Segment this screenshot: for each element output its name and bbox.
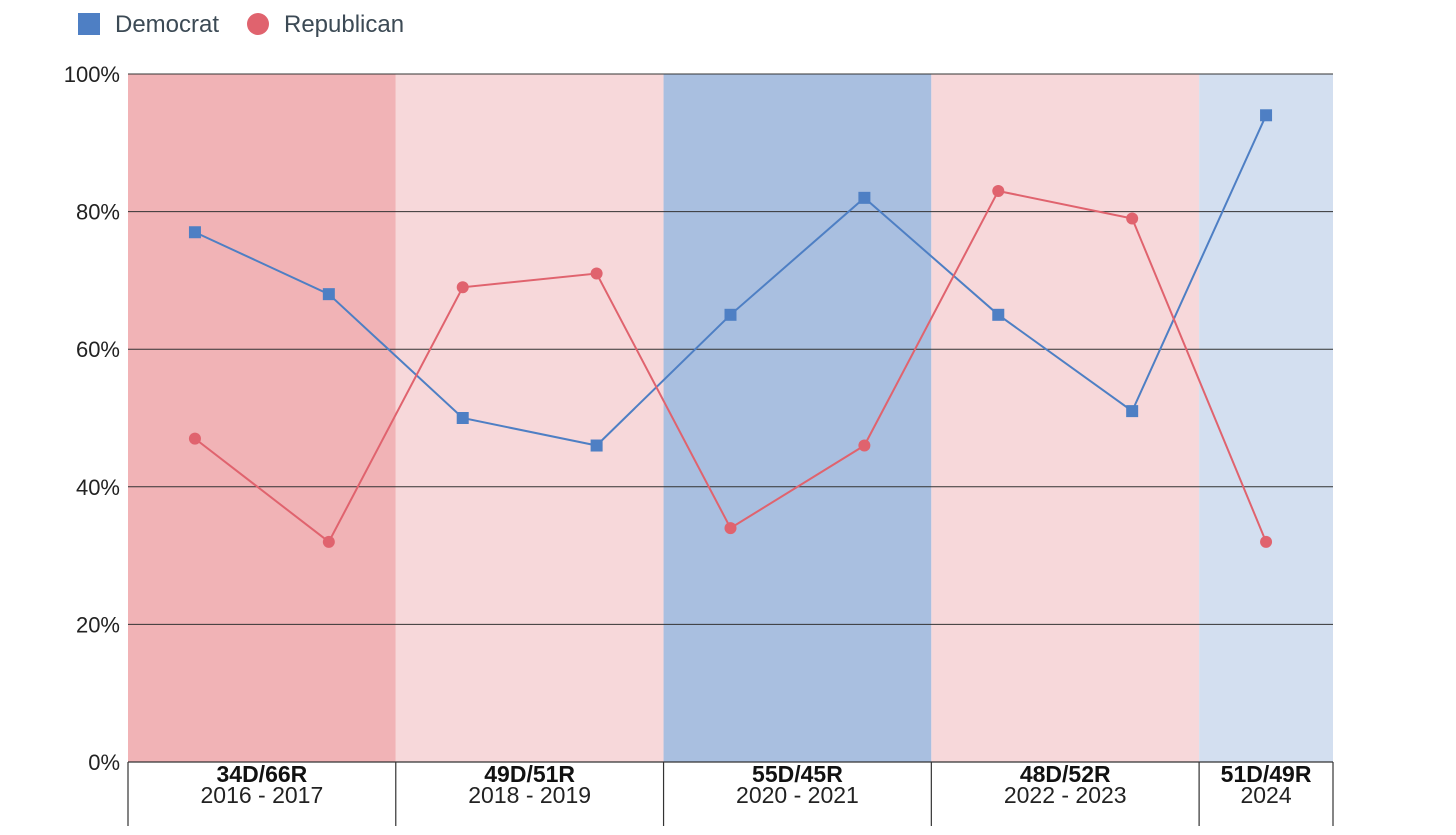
period-band [931, 74, 1200, 762]
y-tick-label: 20% [76, 612, 120, 637]
data-point-democrat [858, 191, 871, 204]
period-split-label: 34D/66R [216, 761, 307, 787]
data-point-republican [590, 267, 603, 280]
period-years-label: 2024 [1240, 782, 1291, 808]
y-tick-label: 80% [76, 200, 120, 225]
data-point-democrat [188, 226, 201, 239]
data-point-republican [858, 439, 871, 452]
data-point-republican [188, 432, 201, 445]
data-point-democrat [322, 288, 335, 301]
data-point-democrat [590, 439, 603, 452]
period-split-label: 48D/52R [1020, 761, 1111, 787]
period-band [128, 74, 396, 762]
period-split-label: 55D/45R [752, 761, 843, 787]
period-band [663, 74, 932, 762]
period-years-label: 2018 - 2019 [468, 782, 591, 808]
legend-marker [247, 13, 269, 35]
period-split-label: 51D/49R [1221, 761, 1312, 787]
data-point-democrat [1126, 405, 1139, 418]
data-point-republican [322, 535, 335, 548]
data-point-republican [992, 184, 1005, 197]
legend-marker [78, 13, 100, 35]
y-tick-label: 100% [64, 62, 120, 87]
data-point-democrat [724, 308, 737, 321]
y-tick-label: 40% [76, 475, 120, 500]
data-point-democrat [456, 412, 469, 424]
y-tick-label: 0% [88, 750, 120, 775]
data-point-republican [1260, 535, 1273, 548]
y-tick-label: 60% [76, 337, 120, 362]
data-point-republican [456, 281, 469, 294]
legend-label: Democrat [115, 11, 219, 38]
data-point-democrat [992, 308, 1005, 321]
data-point-democrat [1260, 109, 1273, 122]
period-split-label: 49D/51R [484, 761, 575, 787]
period-band [395, 74, 664, 762]
legend-label: Republican [284, 11, 404, 38]
data-point-republican [724, 522, 737, 535]
period-years-label: 2020 - 2021 [736, 782, 859, 808]
data-point-republican [1126, 212, 1139, 225]
period-years-label: 2016 - 2017 [200, 782, 323, 808]
period-band [1199, 74, 1333, 762]
period-years-label: 2022 - 2023 [1004, 782, 1127, 808]
